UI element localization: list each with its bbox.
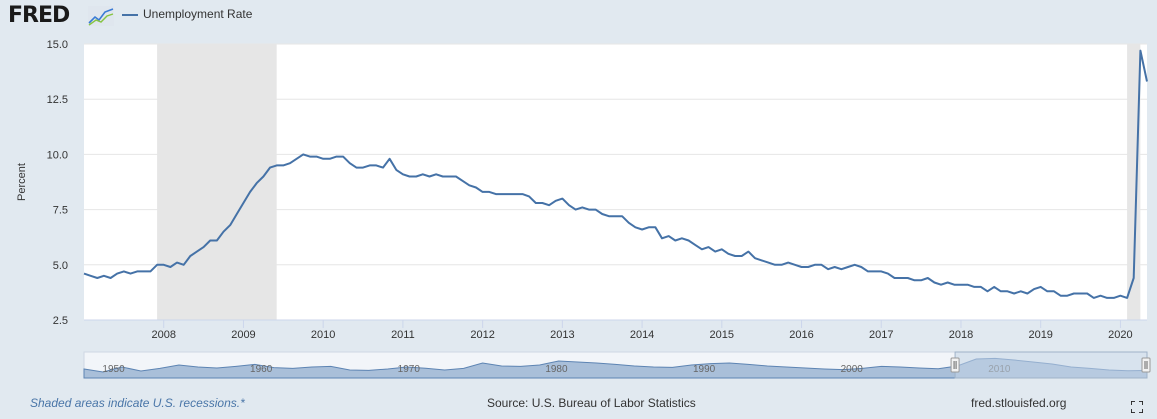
fullscreen-icon[interactable]	[1131, 401, 1143, 413]
recession-band-1	[1127, 44, 1141, 320]
y-tick-label: 10.0	[47, 149, 68, 161]
x-tick-label: 2015	[710, 329, 734, 341]
range-navigator[interactable]: 1950196019701980199020002010	[83, 351, 1151, 379]
fred-trend-lines-icon	[88, 6, 114, 26]
x-tick-label: 2018	[949, 329, 973, 341]
navigator-handle-right[interactable]	[1141, 357, 1151, 373]
navigator-tick-label: 2000	[841, 364, 864, 375]
chart: 2.55.07.510.012.515.0 2008 2009 2010 2011 20…	[16, 39, 1151, 379]
navigator-tick-label: 1970	[398, 364, 421, 375]
fred-logo[interactable]: FRED	[8, 3, 70, 28]
x-axis: 2008 2009 2010 2011 2012 2013 2014 2015 2016 2017…	[84, 319, 1147, 341]
site-link[interactable]: fred.stlouisfed.org	[971, 396, 1067, 410]
x-tick-label: 2013	[550, 329, 574, 341]
y-axis: 2.5 5.0 7.5 10.0 12.5 15.0	[47, 39, 68, 327]
y-tick-label: 15.0	[47, 39, 68, 51]
y-tick-label: 5.0	[53, 260, 68, 272]
navigator-handle-left[interactable]	[950, 357, 960, 373]
legend-label[interactable]: Unemployment Rate	[143, 7, 253, 21]
series-line-0[interactable]	[83, 49, 1148, 299]
x-tick-label: 2010	[311, 329, 335, 341]
y-tick-label: 2.5	[53, 315, 68, 327]
x-tick-label: 2011	[391, 329, 415, 341]
x-tick-label: 2019	[1028, 329, 1052, 341]
navigator-tick-label: 1960	[250, 364, 273, 375]
navigator-tick-label: 1950	[102, 364, 125, 375]
y-tick-label: 7.5	[53, 205, 68, 217]
source-text: Source: U.S. Bureau of Labor Statistics	[487, 396, 696, 410]
x-tick-label: 2009	[231, 329, 255, 341]
x-tick-label: 2017	[869, 329, 893, 341]
navigator-tick-label: 1990	[693, 364, 716, 375]
navigator-tick-label: 1980	[545, 364, 568, 375]
y-axis-label: Percent	[16, 163, 28, 201]
chart-header: FRED Unemployment Rate	[0, 0, 1157, 30]
x-tick-label: 2008	[151, 329, 175, 341]
recession-note[interactable]: Shaded areas indicate U.S. recessions.*	[30, 396, 245, 410]
x-tick-label: 2012	[470, 329, 494, 341]
legend-swatch	[122, 14, 138, 16]
series-layer	[83, 49, 1148, 299]
x-tick-label: 2016	[789, 329, 813, 341]
x-tick-label: 2020	[1108, 329, 1132, 341]
y-tick-label: 12.5	[47, 94, 68, 106]
navigator-selection[interactable]	[954, 351, 1148, 379]
x-tick-label: 2014	[630, 329, 654, 341]
